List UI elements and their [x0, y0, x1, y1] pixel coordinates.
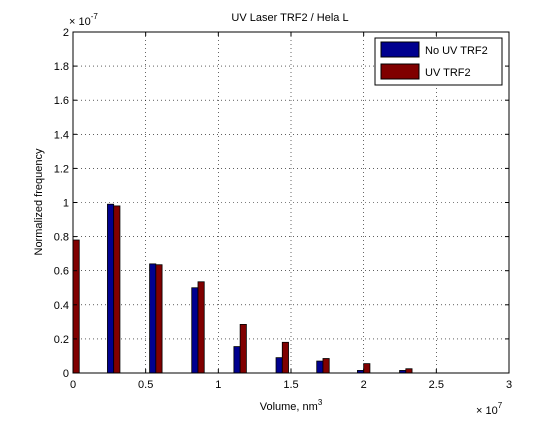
bar-uv-trf2-7	[363, 363, 371, 374]
y-tick-label-6: 1.2	[54, 163, 69, 175]
bar-no-uv-trf2-4	[233, 346, 241, 374]
x-tick-label-1: 0.5	[138, 379, 153, 391]
legend: No UV TRF2 UV TRF2	[374, 37, 503, 86]
x-tick-label-0: 0	[70, 379, 76, 391]
bar-no-uv-trf2-6	[316, 360, 324, 374]
x-multiplier-base: × 10	[476, 405, 498, 417]
bar-no-uv-trf2-3	[191, 287, 199, 374]
legend-label-uv-trf2: UV TRF2	[425, 67, 471, 79]
x-tick-label-6: 3	[506, 379, 512, 391]
y-tick-label-2: 0.4	[54, 300, 69, 312]
chart-title: UV Laser TRF2 / Hela L	[231, 12, 348, 24]
axis-ticks: 0 0.5 1 1.5 2 2.5 3 0 0.2 0.4 0.6 0.8 1 1.2 1.4 1.6 1.8 2	[54, 27, 512, 391]
y-tick-label-7: 1.4	[54, 129, 69, 141]
bar-no-uv-trf2-2	[149, 263, 157, 374]
y-tick-label-5: 1	[63, 198, 69, 210]
x-axis-label-superscript: 3	[318, 398, 323, 407]
x-multiplier: × 107	[476, 401, 503, 417]
bar-uv-trf2-6	[322, 358, 330, 374]
legend-swatch-no-uv-trf2	[380, 41, 420, 58]
x-axis-label-text: Volume, nm	[260, 401, 318, 413]
y-tick-label-0: 0	[63, 368, 69, 380]
y-tick-label-10: 2	[63, 27, 69, 39]
y-tick-label-1: 0.2	[54, 334, 69, 346]
x-multiplier-exponent: 7	[498, 401, 503, 410]
bar-no-uv-trf2-1	[107, 203, 115, 374]
y-tick-label-3: 0.6	[54, 266, 69, 278]
x-tick-label-3: 1.5	[283, 379, 298, 391]
bar-uv-trf2-5	[281, 341, 289, 374]
bar-uv-trf2-2	[155, 264, 163, 374]
bar-uv-trf2-0	[72, 239, 80, 374]
bar-no-uv-trf2-5	[275, 357, 283, 374]
y-multiplier: × 10-7	[69, 12, 98, 28]
y-multiplier-base: × 10	[69, 16, 91, 28]
y-tick-label-4: 0.8	[54, 232, 69, 244]
y-tick-label-8: 1.6	[54, 95, 69, 107]
y-axis-label: Normalized frequency	[33, 148, 45, 255]
bar-uv-trf2-4	[239, 324, 247, 374]
x-tick-label-5: 2.5	[429, 379, 444, 391]
bar-uv-trf2-3	[197, 281, 205, 374]
legend-label-no-uv-trf2: No UV TRF2	[425, 45, 488, 57]
grid-lines	[73, 32, 509, 373]
x-tick-label-4: 2	[361, 379, 367, 391]
y-multiplier-exponent: -7	[91, 12, 99, 21]
bar-uv-trf2-8	[405, 368, 413, 374]
x-tick-label-2: 1	[215, 379, 221, 391]
legend-swatch-uv-trf2	[380, 63, 420, 80]
bar-uv-trf2-1	[113, 205, 121, 374]
y-tick-label-9: 1.8	[54, 61, 69, 73]
x-axis-label: Volume, nm3	[260, 398, 323, 413]
